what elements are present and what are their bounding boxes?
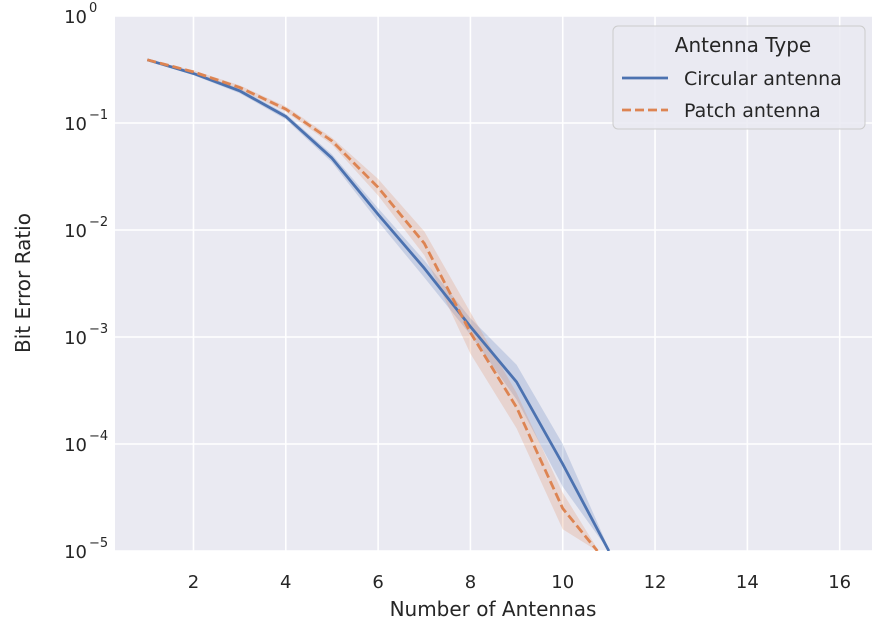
y-tick-label: 10 bbox=[64, 542, 87, 563]
legend-box bbox=[612, 25, 866, 130]
y-tick-exponent: −2 bbox=[89, 215, 108, 230]
x-tick-label: 14 bbox=[736, 572, 759, 593]
x-axis-label: Number of Antennas bbox=[390, 597, 597, 621]
y-tick-exponent: −3 bbox=[89, 322, 108, 337]
legend-title: Antenna Type bbox=[675, 33, 811, 57]
y-tick-exponent: −4 bbox=[89, 429, 108, 444]
series-lines bbox=[146, 58, 611, 551]
y-tick-label: 10 bbox=[64, 221, 87, 242]
series-line-1 bbox=[146, 58, 599, 551]
x-tick-labels: 2 4 6 8 10 12 14 16 bbox=[188, 572, 851, 593]
y-tick-exponent: −1 bbox=[89, 108, 108, 123]
legend-label-circular: Circular antenna bbox=[684, 68, 842, 90]
x-tick-label: 2 bbox=[188, 572, 199, 593]
series-line-0 bbox=[146, 58, 611, 551]
confidence-bands bbox=[147, 59, 609, 551]
x-tick-label: 4 bbox=[280, 572, 291, 593]
confidence-band-1 bbox=[147, 59, 598, 551]
legend: Antenna Type Circular antenna Patch ante… bbox=[612, 25, 866, 130]
x-tick-label: 6 bbox=[372, 572, 383, 593]
y-tick-label: 10 bbox=[64, 435, 87, 456]
x-tick-label: 16 bbox=[828, 572, 851, 593]
y-tick-exponent: 0 bbox=[89, 1, 97, 16]
y-tick-label: 10 bbox=[64, 328, 87, 349]
x-tick-label: 8 bbox=[465, 572, 476, 593]
x-tick-label: 12 bbox=[644, 572, 667, 593]
y-axis-label: Bit Error Ratio bbox=[11, 213, 35, 353]
y-tick-exponent: −5 bbox=[89, 536, 108, 551]
y-tick-label: 10 bbox=[64, 7, 87, 28]
x-tick-label: 10 bbox=[551, 572, 574, 593]
legend-label-patch: Patch antenna bbox=[684, 100, 821, 122]
y-tick-label: 10 bbox=[64, 114, 87, 135]
